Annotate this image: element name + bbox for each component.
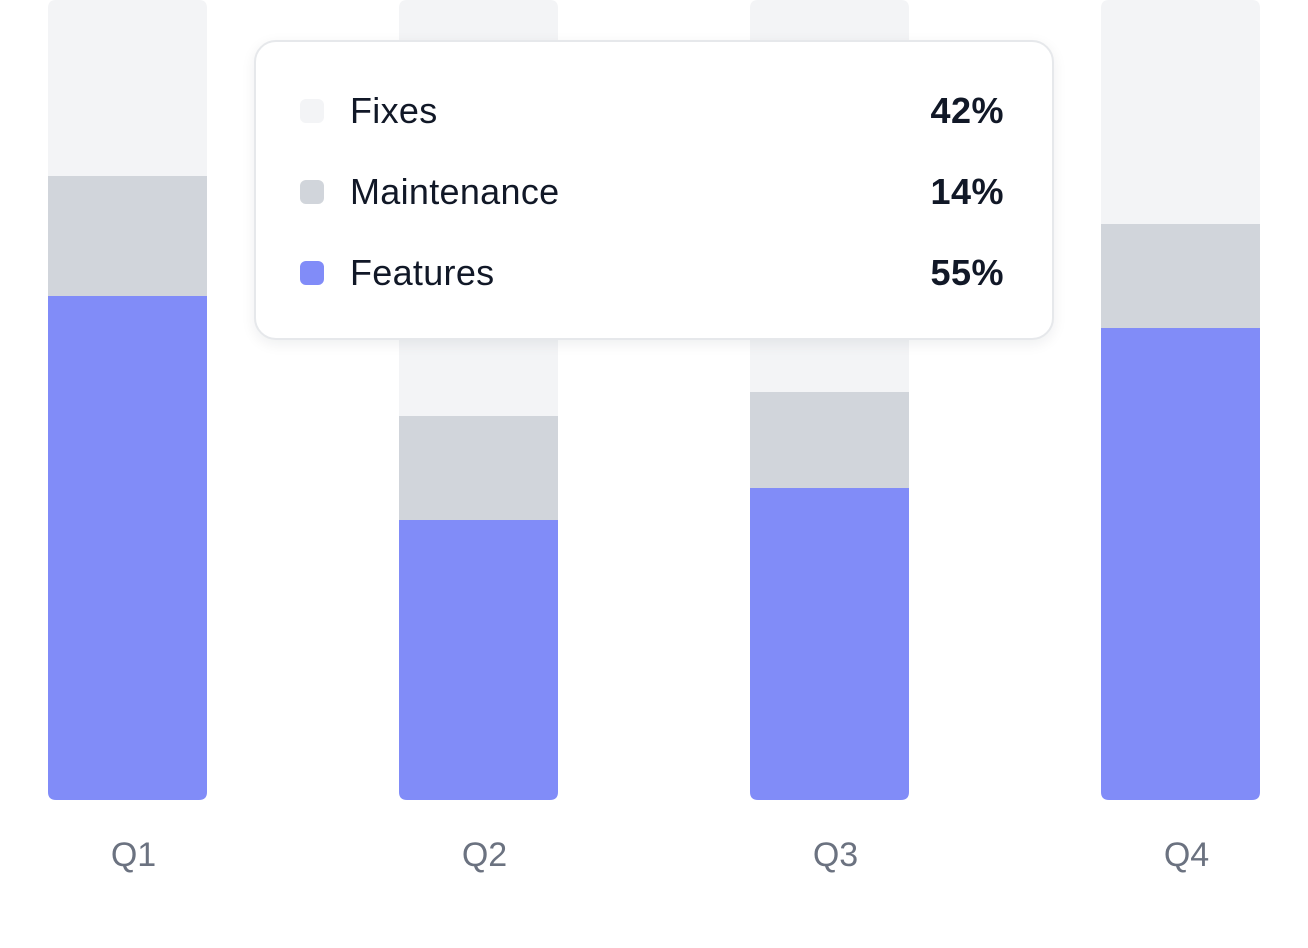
bar-features-q2[interactable] (399, 520, 558, 800)
x-tick-label: Q2 (462, 836, 507, 874)
tooltip-row-fixes: Fixes 42% (256, 86, 1052, 136)
tooltip-row-features: Features 55% (256, 248, 1052, 298)
x-tick-label: Q1 (111, 836, 156, 874)
bar-maintenance-q1[interactable] (48, 176, 207, 296)
bar-features-q4[interactable] (1101, 328, 1260, 800)
tooltip-value-features: 55% (930, 252, 1004, 293)
bar-features-q3[interactable] (750, 488, 909, 800)
x-tick-label: Q4 (1164, 836, 1209, 874)
bar-fixes-q1[interactable] (48, 0, 207, 176)
tooltip-label-maintenance: Maintenance (350, 171, 560, 212)
bar-fixes-q4[interactable] (1101, 0, 1260, 224)
maintenance-swatch-icon (300, 180, 324, 204)
tooltip-value-maintenance: 14% (930, 171, 1004, 212)
tooltip-row-maintenance: Maintenance 14% (256, 167, 1052, 217)
fixes-swatch-icon (300, 99, 324, 123)
x-tick-label: Q3 (813, 836, 858, 874)
bar-maintenance-q2[interactable] (399, 416, 558, 520)
bar-maintenance-q4[interactable] (1101, 224, 1260, 328)
features-swatch-icon (300, 261, 324, 285)
tooltip-label-fixes: Fixes (350, 90, 438, 131)
chart-tooltip: Fixes 42% Maintenance 14% Features 55% (254, 40, 1054, 340)
bar-maintenance-q3[interactable] (750, 392, 909, 488)
tooltip-value-fixes: 42% (930, 90, 1004, 131)
bar-features-q1[interactable] (48, 296, 207, 800)
tooltip-label-features: Features (350, 252, 495, 293)
